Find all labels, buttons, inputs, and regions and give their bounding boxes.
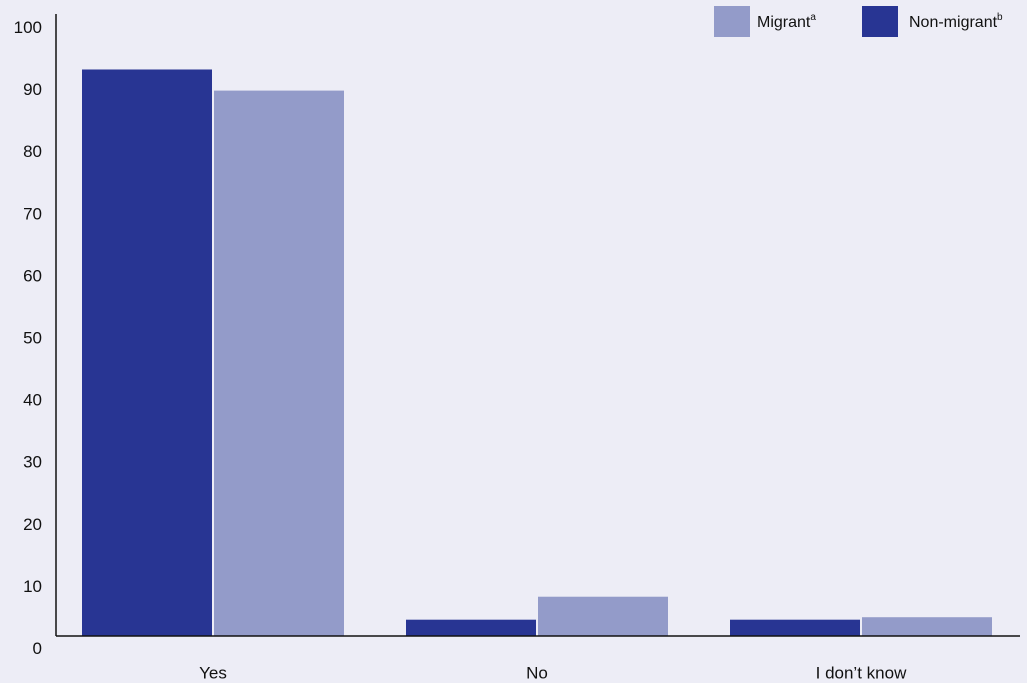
y-tick-label: 40 <box>23 391 42 410</box>
x-category-label: I don’t know <box>816 663 907 682</box>
legend-swatch-non-migrant <box>862 6 898 37</box>
legend-series-superscript: a <box>810 12 816 23</box>
y-tick-label: 80 <box>23 142 42 161</box>
bar-non-migrant-1 <box>406 619 536 636</box>
y-tick-label: 0 <box>33 639 42 658</box>
legend-series-name: Migrant <box>757 14 811 31</box>
bars <box>82 69 992 637</box>
legend-series-superscript: b <box>997 12 1003 23</box>
y-tick-label: 50 <box>23 328 42 347</box>
legend-swatch-migrant <box>714 6 750 37</box>
y-axis-ticks: 0 10 20 30 40 50 60 70 80 90 100 <box>14 18 42 658</box>
axes <box>55 14 1020 637</box>
x-axis-labels: Yes No I don’t know <box>199 663 907 682</box>
legend-label-migrant: Migranta <box>757 12 816 31</box>
y-tick-label: 70 <box>23 204 42 223</box>
x-category-label: No <box>526 663 548 682</box>
y-tick-label: 20 <box>23 515 42 534</box>
bar-non-migrant-0 <box>82 69 212 636</box>
y-tick-label: 60 <box>23 266 42 285</box>
y-tick-label: 30 <box>23 453 42 472</box>
bar-migrant-1 <box>538 596 668 636</box>
y-tick-label: 100 <box>14 18 42 37</box>
legend: Migranta Non-migrantb <box>714 6 1003 37</box>
bar-migrant-0 <box>214 90 344 637</box>
legend-series-name: Non-migrant <box>909 14 998 31</box>
bar-non-migrant-2 <box>730 619 860 636</box>
x-category-label: Yes <box>199 663 227 682</box>
y-tick-label: 10 <box>23 577 42 596</box>
y-tick-label: 90 <box>23 80 42 99</box>
bar-migrant-2 <box>862 617 992 636</box>
legend-label-non-migrant: Non-migrantb <box>909 12 1003 31</box>
